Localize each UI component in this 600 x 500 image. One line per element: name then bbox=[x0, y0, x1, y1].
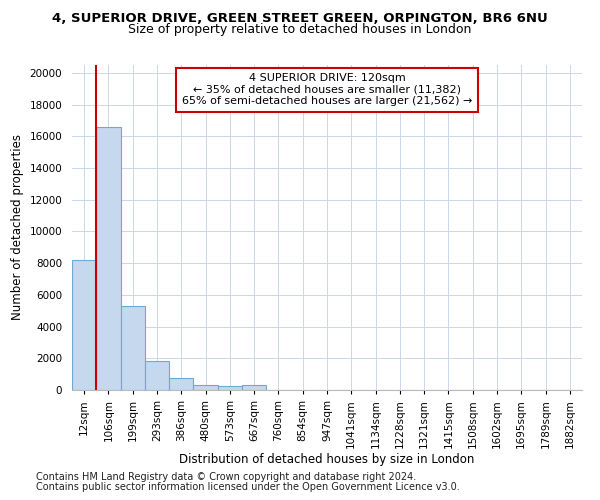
X-axis label: Distribution of detached houses by size in London: Distribution of detached houses by size … bbox=[179, 454, 475, 466]
Text: 4 SUPERIOR DRIVE: 120sqm
← 35% of detached houses are smaller (11,382)
65% of se: 4 SUPERIOR DRIVE: 120sqm ← 35% of detach… bbox=[182, 73, 472, 106]
Text: Contains public sector information licensed under the Open Government Licence v3: Contains public sector information licen… bbox=[36, 482, 460, 492]
Bar bbox=[72, 260, 96, 390]
Text: Contains HM Land Registry data © Crown copyright and database right 2024.: Contains HM Land Registry data © Crown c… bbox=[36, 472, 416, 482]
Bar bbox=[121, 306, 145, 390]
Bar bbox=[242, 385, 266, 390]
Bar bbox=[193, 385, 218, 390]
Y-axis label: Number of detached properties: Number of detached properties bbox=[11, 134, 24, 320]
Text: 4, SUPERIOR DRIVE, GREEN STREET GREEN, ORPINGTON, BR6 6NU: 4, SUPERIOR DRIVE, GREEN STREET GREEN, O… bbox=[52, 12, 548, 26]
Text: Size of property relative to detached houses in London: Size of property relative to detached ho… bbox=[128, 22, 472, 36]
Bar bbox=[169, 378, 193, 390]
Bar bbox=[96, 127, 121, 390]
Bar bbox=[218, 386, 242, 390]
Bar bbox=[145, 362, 169, 390]
